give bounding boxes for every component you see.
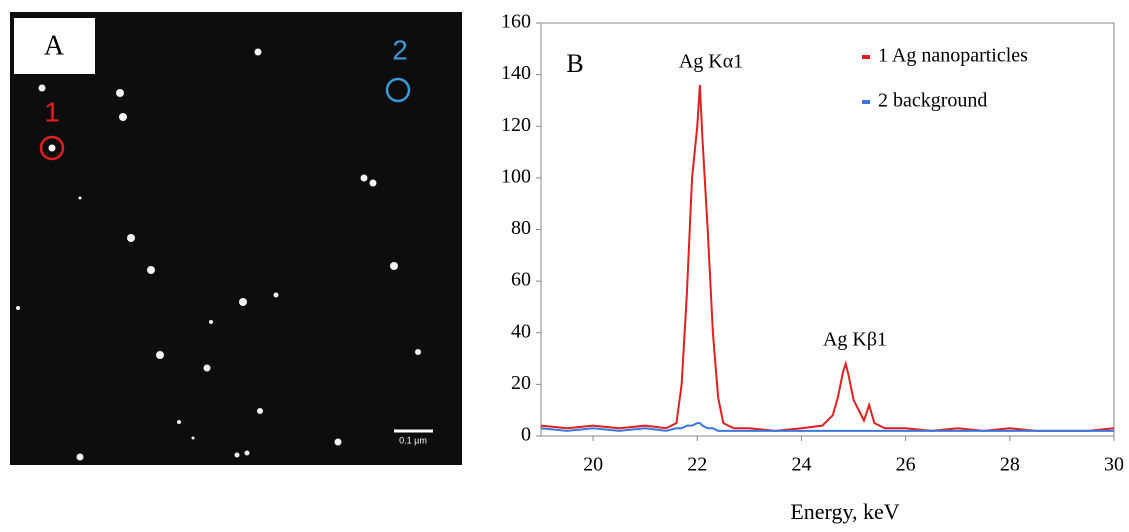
y-tick-label: 140 — [501, 62, 531, 84]
series-line — [540, 422, 1114, 432]
y-tick-label: 120 — [501, 114, 531, 136]
x-tick-label: 22 — [687, 454, 707, 476]
y-tick-label: 20 — [511, 372, 531, 394]
legend-label: 1 Ag nanoparticles — [878, 45, 1028, 67]
y-tick-label: 40 — [511, 320, 531, 342]
annotation: Ag Kβ1 — [823, 329, 887, 351]
micrograph: A 1 2 0.1 µm — [10, 12, 462, 465]
panel-label: B — [566, 49, 583, 78]
particles — [16, 48, 421, 461]
x-axis-label: Energy, keV — [790, 499, 899, 524]
marker-circle — [39, 135, 65, 161]
legend-label: 2 background — [878, 90, 987, 112]
panel-label: A — [44, 30, 65, 61]
series-line — [540, 84, 1115, 432]
marker-label: 1 — [44, 96, 60, 127]
scale-bar-label: 0.1 µm — [399, 435, 427, 445]
annotation: Ag Kα1 — [679, 51, 743, 73]
x-tick-label: 26 — [896, 454, 916, 476]
x-tick-label: 20 — [583, 454, 603, 476]
x-tick-label: 24 — [791, 454, 811, 476]
x-tick-label: 28 — [1000, 454, 1020, 476]
y-tick-label: 160 — [501, 11, 531, 33]
y-tick-label: 100 — [501, 165, 531, 187]
plot-frame — [540, 22, 1115, 437]
y-tick-label: 60 — [511, 269, 531, 291]
marker-label: 2 — [392, 34, 408, 65]
y-tick-label: 80 — [511, 217, 531, 239]
y-tick-label: 0 — [521, 424, 531, 446]
panel-label-box — [14, 18, 95, 74]
marker-circle — [385, 77, 411, 103]
x-tick-label: 30 — [1104, 454, 1124, 476]
